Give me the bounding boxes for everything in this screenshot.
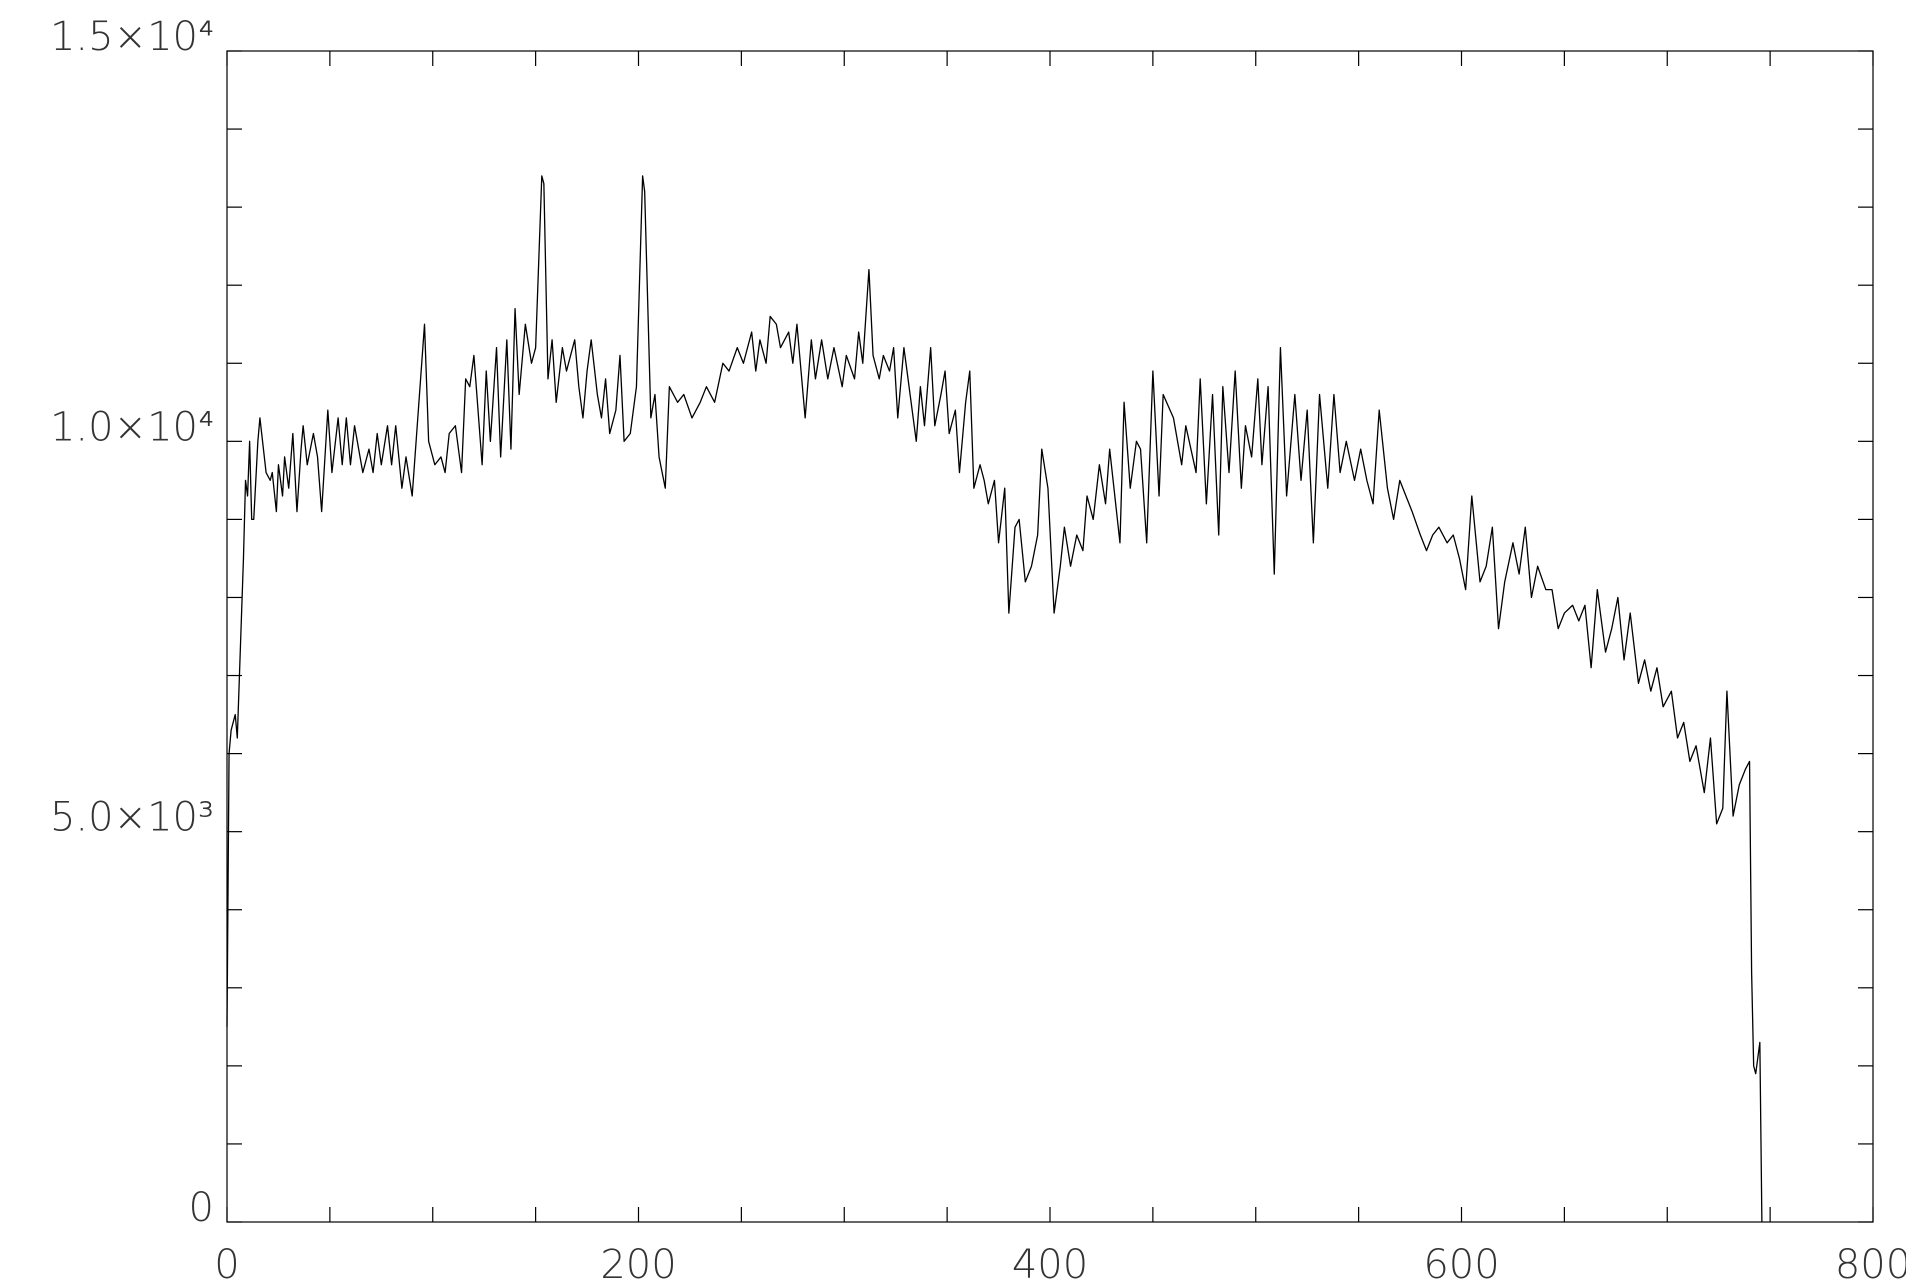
y-tick-label: 0	[189, 1185, 214, 1231]
x-tick-label: 800	[1835, 1242, 1906, 1287]
x-tick-label: 0	[214, 1242, 239, 1287]
plot-frame	[226, 50, 1874, 1223]
x-tick-label: 400	[1012, 1242, 1088, 1287]
y-tick-label: 5.0×10³	[50, 795, 214, 841]
y-tick-label: 1.5×10⁴	[50, 14, 214, 60]
y-tick-label: 1.0×10⁴	[50, 404, 214, 450]
x-tick-label: 600	[1423, 1242, 1499, 1287]
x-tick-label: 200	[600, 1242, 676, 1287]
data-line	[226, 175, 1763, 1223]
